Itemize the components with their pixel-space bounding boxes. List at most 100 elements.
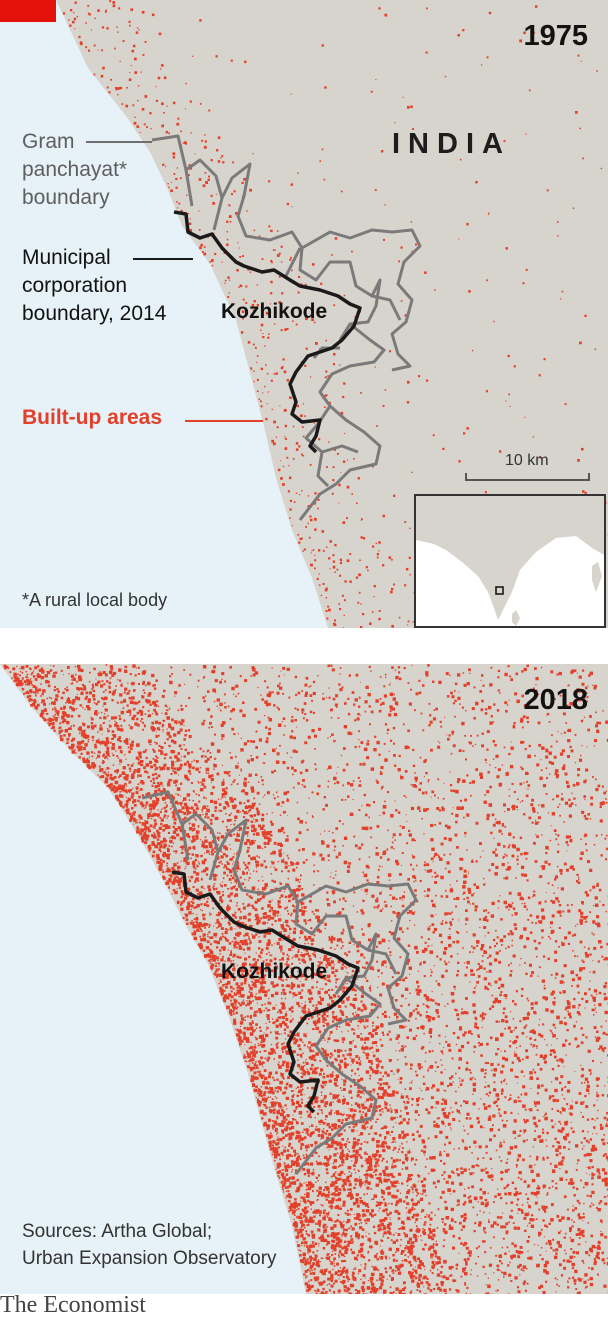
built-up-point [462,885,466,889]
built-up-point [594,348,597,350]
built-up-point [365,1231,367,1233]
built-up-point [430,796,432,798]
built-up-point [474,1078,476,1080]
built-up-point [421,1025,425,1029]
built-up-point [603,958,605,961]
built-up-point [337,1289,341,1293]
built-up-point [296,1094,299,1097]
built-up-point [98,712,100,714]
built-up-point [269,1087,274,1091]
built-up-point [174,755,178,759]
built-up-point [499,895,501,897]
built-up-point [298,275,301,278]
built-up-point [343,1266,346,1269]
built-up-point [116,769,119,772]
built-up-point [202,184,206,188]
built-up-point [334,1220,337,1223]
built-up-point [391,1165,394,1169]
built-up-point [443,1288,447,1293]
built-up-point [31,683,33,686]
built-up-point [239,675,242,678]
built-up-point [495,930,497,932]
built-up-point [427,1137,430,1140]
built-up-point [243,1027,246,1030]
built-up-point [344,799,347,801]
built-up-point [498,782,503,787]
city-label: Kozhikode [221,300,328,323]
built-up-point [325,1198,328,1201]
built-up-point [254,918,257,921]
built-up-point [322,1209,325,1212]
built-up-point [24,683,27,686]
built-up-point [210,822,213,825]
built-up-point [576,880,579,883]
built-up-point [342,845,344,847]
built-up-point [314,1023,317,1026]
built-up-point [281,979,284,982]
built-up-point [422,1184,426,1188]
built-up-point [529,1030,532,1033]
built-up-point [348,674,351,677]
built-up-point [460,1242,463,1245]
built-up-point [418,995,420,996]
built-up-point [300,1250,302,1252]
built-up-point [244,939,248,943]
built-up-point [269,1132,272,1135]
built-up-point [368,1059,372,1063]
built-up-point [310,1203,312,1206]
built-up-point [465,1246,469,1250]
built-up-point [508,788,510,790]
built-up-point [233,833,235,836]
built-up-point [361,928,363,931]
built-up-point [130,8,133,11]
built-up-point [603,992,606,996]
built-up-point [526,997,529,1000]
built-up-point [233,798,237,801]
built-up-point [176,167,178,169]
built-up-point [298,991,302,995]
built-up-point [267,732,271,736]
built-up-point [442,1122,445,1125]
built-up-point [153,832,155,834]
built-up-point [333,304,336,307]
built-up-point [228,878,232,881]
built-up-point [249,963,252,966]
built-up-point [520,852,523,856]
built-up-point [202,677,205,679]
built-up-point [484,1013,487,1016]
built-up-point [504,672,508,677]
built-up-point [198,229,201,231]
built-up-point [317,918,321,923]
built-up-point [166,105,168,107]
built-up-point [367,569,369,572]
built-up-point [585,1172,587,1174]
built-up-point [277,905,281,909]
built-up-point [257,966,262,970]
built-up-point [417,806,421,810]
built-up-point [178,774,179,776]
built-up-point [92,766,95,769]
built-up-point [161,808,163,810]
built-up-point [188,799,191,801]
built-up-point [360,1254,364,1258]
built-up-point [559,803,561,806]
built-up-point [532,1116,536,1120]
built-up-point [313,1268,316,1271]
built-up-point [391,1163,394,1165]
built-up-point [329,1101,332,1104]
built-up-point [486,730,490,734]
built-up-point [324,1101,329,1105]
built-up-point [582,960,585,963]
built-up-point [293,1041,297,1045]
built-up-point [34,678,38,681]
built-up-point [346,1274,348,1276]
built-up-point [266,842,270,845]
built-up-point [501,823,504,826]
built-up-point [554,977,557,979]
built-up-point [56,710,60,714]
built-up-point [323,1280,326,1284]
built-up-point [261,1004,264,1006]
built-up-point [131,792,135,796]
built-up-point [471,893,474,897]
built-up-point [405,1259,408,1261]
